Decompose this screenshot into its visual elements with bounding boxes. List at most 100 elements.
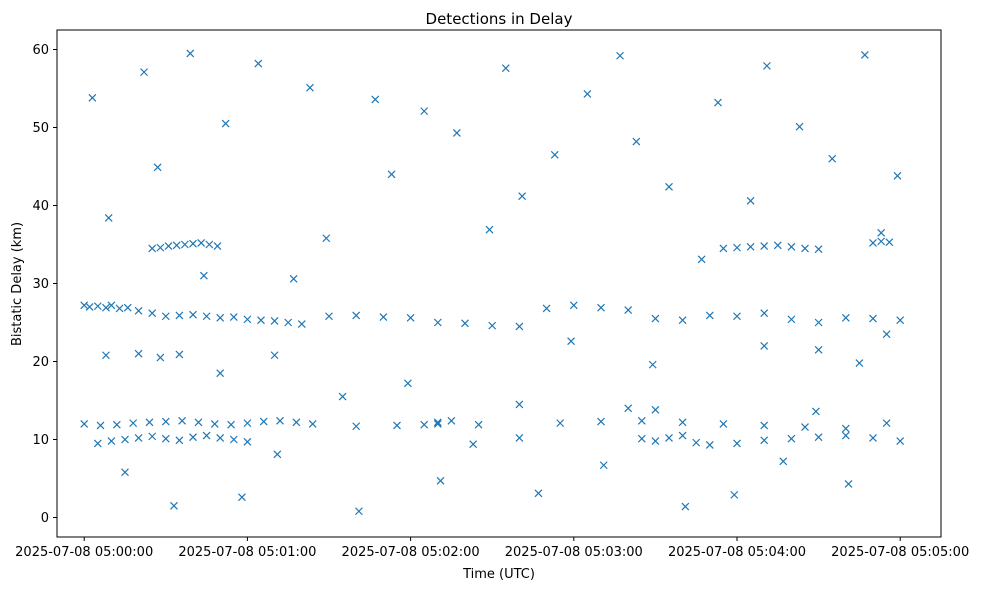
data-point bbox=[297, 320, 306, 328]
data-point bbox=[85, 302, 94, 311]
data-point bbox=[616, 51, 624, 60]
data-point bbox=[665, 182, 673, 191]
data-point bbox=[518, 192, 527, 201]
y-axis-label: Bistatic Delay (km) bbox=[10, 222, 25, 346]
data-point bbox=[227, 420, 236, 429]
data-point bbox=[882, 419, 891, 428]
data-point bbox=[325, 312, 333, 321]
data-point bbox=[678, 431, 687, 440]
data-point bbox=[221, 119, 230, 128]
y-tick-label: 50 bbox=[32, 121, 49, 136]
data-point bbox=[354, 507, 363, 516]
data-point bbox=[760, 436, 769, 445]
data-point bbox=[877, 228, 886, 237]
data-point bbox=[637, 434, 646, 443]
data-point bbox=[795, 122, 804, 131]
data-point bbox=[869, 314, 877, 323]
data-point bbox=[284, 318, 293, 327]
data-point bbox=[189, 433, 197, 442]
data-points bbox=[80, 49, 905, 516]
data-point bbox=[651, 314, 660, 323]
data-point bbox=[436, 476, 445, 485]
data-point bbox=[515, 322, 524, 331]
data-point bbox=[773, 241, 782, 250]
data-point bbox=[841, 431, 850, 440]
data-point bbox=[452, 129, 461, 137]
plot-frame bbox=[56, 29, 942, 538]
data-point bbox=[885, 238, 894, 247]
data-point bbox=[447, 416, 456, 425]
data-point bbox=[814, 345, 823, 354]
data-point bbox=[569, 301, 578, 310]
data-point bbox=[814, 318, 823, 327]
data-point bbox=[80, 301, 89, 310]
data-point bbox=[787, 434, 796, 443]
data-point bbox=[733, 243, 741, 252]
data-point bbox=[189, 239, 197, 248]
data-point bbox=[148, 309, 157, 318]
data-point bbox=[259, 417, 268, 426]
data-point bbox=[406, 313, 415, 322]
chart-title: Detections in Delay bbox=[426, 10, 573, 28]
data-point bbox=[306, 83, 314, 92]
data-point bbox=[229, 313, 238, 321]
data-point bbox=[779, 457, 788, 466]
data-point bbox=[877, 237, 886, 246]
data-point bbox=[787, 242, 796, 251]
data-point bbox=[814, 245, 823, 254]
data-point bbox=[322, 234, 331, 243]
y-tick-label: 30 bbox=[32, 277, 49, 292]
data-point bbox=[746, 196, 755, 205]
data-point bbox=[678, 316, 687, 325]
data-point bbox=[129, 419, 138, 428]
data-point bbox=[379, 313, 388, 321]
data-point bbox=[869, 434, 877, 442]
data-point bbox=[697, 255, 706, 264]
data-point bbox=[719, 244, 728, 253]
data-point bbox=[243, 419, 252, 428]
data-point bbox=[733, 312, 741, 321]
data-point bbox=[121, 468, 129, 477]
data-point bbox=[216, 313, 225, 322]
data-point bbox=[371, 95, 380, 104]
data-point bbox=[567, 337, 576, 346]
data-point bbox=[681, 502, 690, 511]
data-point bbox=[189, 310, 197, 319]
data-point bbox=[172, 241, 181, 250]
data-point bbox=[216, 369, 225, 378]
data-point bbox=[194, 418, 203, 427]
data-point bbox=[338, 392, 347, 401]
data-point bbox=[599, 461, 608, 470]
data-point bbox=[292, 418, 301, 427]
x-axis-label: Time (UTC) bbox=[462, 567, 535, 582]
data-point bbox=[205, 240, 214, 249]
data-point bbox=[216, 434, 225, 442]
data-point bbox=[760, 242, 769, 250]
data-point bbox=[161, 434, 170, 443]
data-point bbox=[896, 316, 905, 325]
data-point bbox=[134, 349, 143, 358]
data-point bbox=[202, 431, 211, 440]
data-point bbox=[841, 313, 850, 322]
data-point bbox=[178, 416, 187, 425]
data-point bbox=[762, 61, 771, 70]
data-point bbox=[199, 271, 208, 280]
data-point bbox=[760, 421, 769, 430]
data-point bbox=[534, 489, 543, 498]
data-point bbox=[896, 437, 905, 445]
data-point bbox=[692, 438, 701, 447]
data-point bbox=[760, 309, 769, 318]
data-point bbox=[164, 242, 173, 250]
data-point bbox=[197, 239, 206, 247]
data-point bbox=[289, 274, 298, 283]
data-point bbox=[787, 315, 796, 324]
data-point bbox=[104, 214, 113, 222]
data-point bbox=[93, 302, 102, 311]
data-point bbox=[515, 434, 524, 442]
data-point bbox=[844, 480, 853, 488]
data-point bbox=[624, 306, 633, 314]
data-point bbox=[461, 319, 469, 328]
data-point bbox=[624, 404, 633, 413]
data-point bbox=[678, 418, 687, 427]
data-point bbox=[180, 240, 189, 249]
